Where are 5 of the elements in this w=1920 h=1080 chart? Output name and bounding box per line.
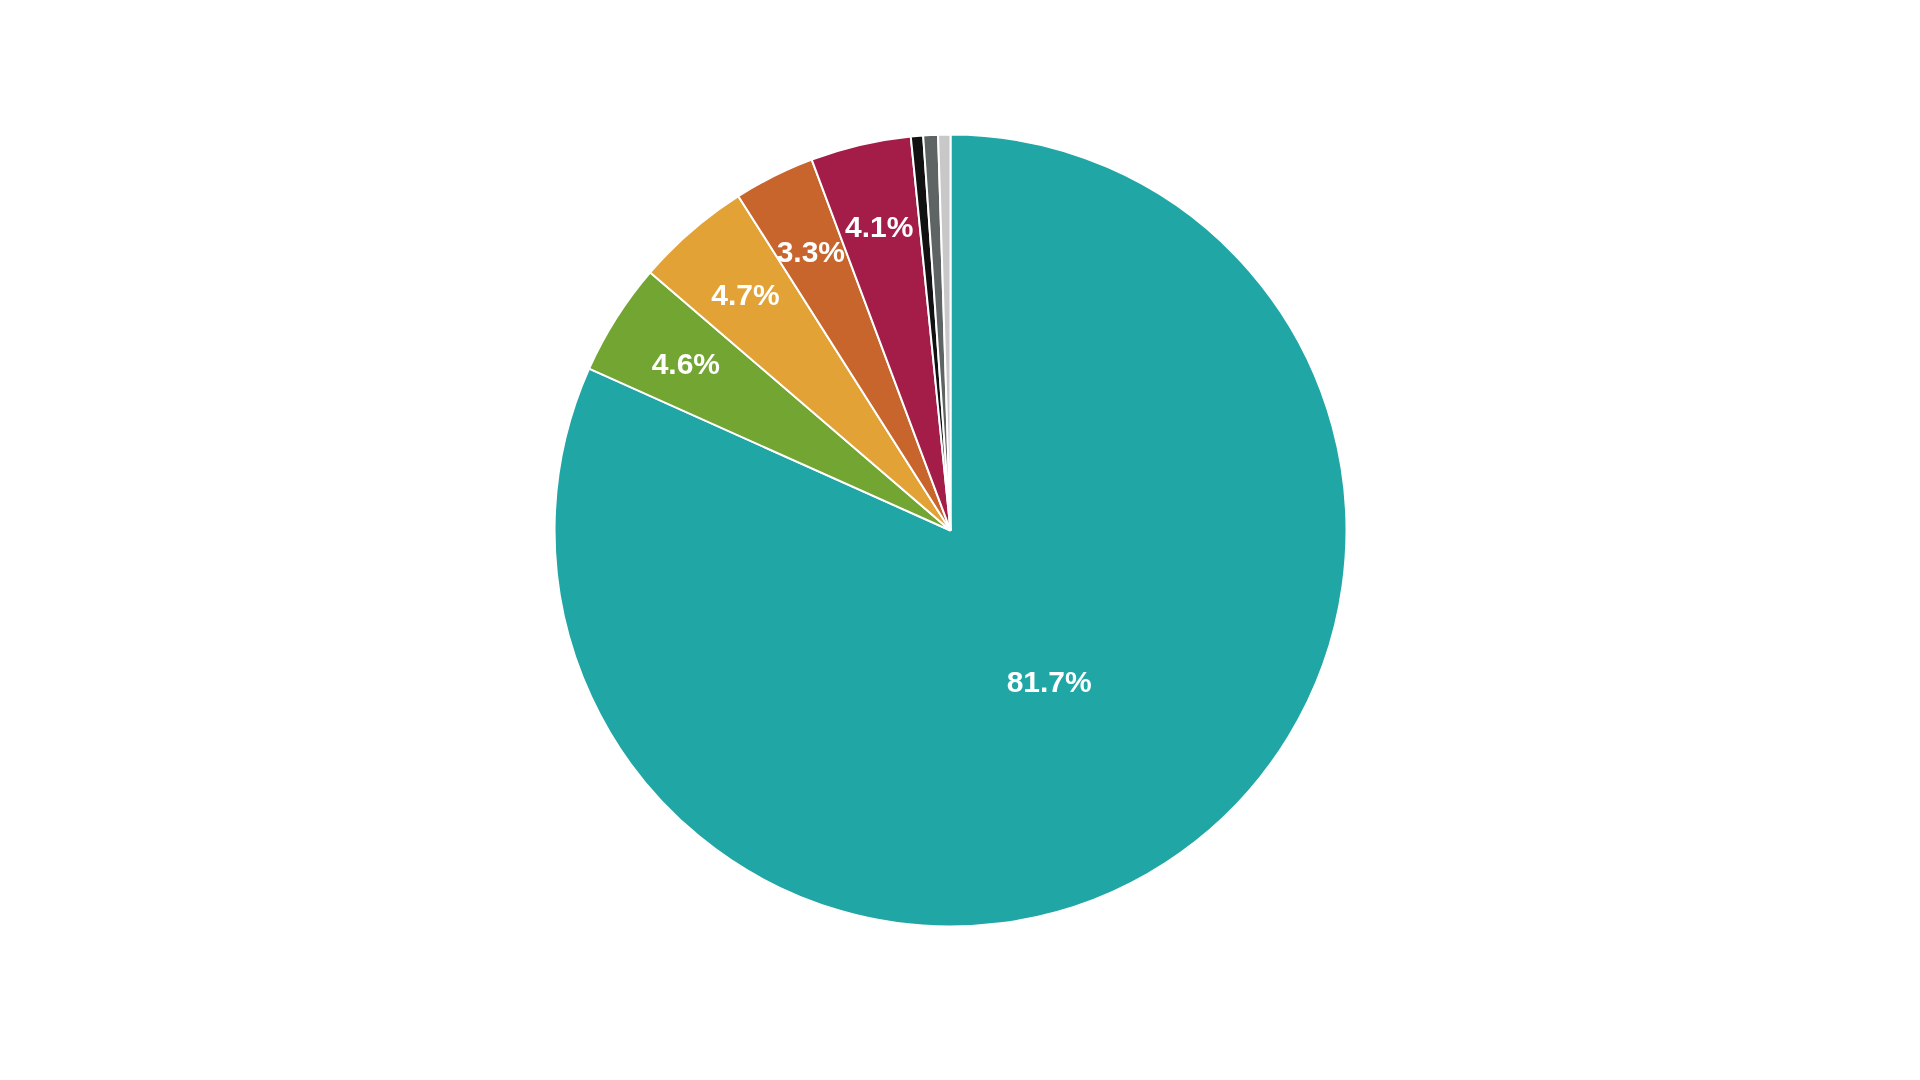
data-label: 4.7%	[711, 278, 780, 312]
data-label: 81.7%	[1006, 665, 1092, 699]
data-label: 4.6%	[651, 346, 721, 380]
data-label: 3.3%	[776, 234, 846, 268]
data-label: 4.1%	[845, 210, 914, 244]
